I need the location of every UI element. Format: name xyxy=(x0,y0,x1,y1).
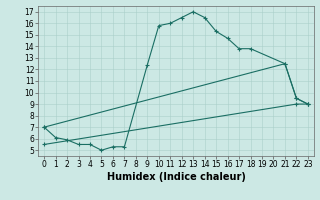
X-axis label: Humidex (Indice chaleur): Humidex (Indice chaleur) xyxy=(107,172,245,182)
